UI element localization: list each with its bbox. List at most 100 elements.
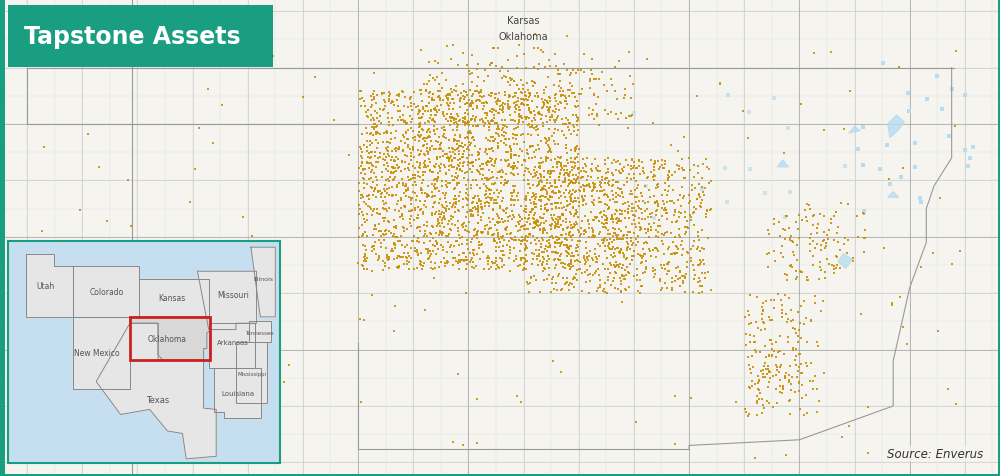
- Point: [679, 224, 695, 232]
- Text: Mississippi: Mississippi: [237, 372, 266, 377]
- Point: [412, 261, 428, 268]
- Point: [601, 240, 617, 248]
- Point: [591, 218, 607, 226]
- Point: [434, 70, 450, 78]
- Point: [611, 226, 627, 234]
- Point: [522, 280, 538, 288]
- Point: [527, 154, 543, 161]
- Point: [563, 195, 579, 202]
- Point: [535, 230, 551, 238]
- Point: [446, 100, 462, 108]
- Point: [416, 240, 432, 248]
- Point: [471, 198, 487, 205]
- Point: [471, 169, 487, 176]
- Point: [377, 260, 393, 268]
- Point: [509, 192, 525, 200]
- Point: [627, 194, 643, 202]
- Point: [612, 248, 628, 256]
- Point: [542, 63, 558, 71]
- Point: [774, 307, 790, 315]
- Point: [463, 130, 479, 138]
- Point: [436, 113, 452, 120]
- Point: [780, 333, 796, 341]
- Point: [480, 73, 496, 80]
- Point: [608, 231, 624, 239]
- Point: [566, 212, 582, 220]
- Point: [744, 377, 760, 385]
- Point: [813, 241, 829, 249]
- Point: [646, 177, 662, 185]
- Point: [670, 246, 686, 253]
- Point: [527, 224, 543, 231]
- Point: [683, 395, 699, 402]
- Point: [805, 252, 821, 260]
- Point: [856, 211, 872, 218]
- Point: [460, 119, 476, 126]
- Point: [363, 154, 379, 161]
- Point: [617, 276, 633, 284]
- Point: [611, 249, 627, 257]
- Point: [419, 223, 435, 230]
- Point: [641, 233, 657, 241]
- Point: [521, 215, 537, 222]
- Point: [397, 94, 413, 101]
- Point: [600, 266, 616, 274]
- Point: [384, 193, 400, 200]
- Point: [567, 163, 583, 170]
- Point: [534, 96, 550, 103]
- Point: [518, 208, 534, 216]
- Point: [447, 193, 463, 200]
- Point: [522, 221, 538, 228]
- Point: [616, 231, 632, 239]
- Point: [400, 165, 416, 172]
- Point: [426, 128, 442, 136]
- Point: [387, 233, 403, 241]
- Point: [438, 178, 454, 185]
- Point: [809, 225, 825, 232]
- Point: [657, 280, 673, 288]
- Point: [395, 182, 411, 189]
- Point: [673, 202, 689, 210]
- Point: [488, 244, 504, 251]
- Point: [475, 118, 491, 125]
- Point: [500, 57, 516, 64]
- Point: [668, 273, 684, 281]
- Point: [430, 169, 446, 177]
- Point: [559, 244, 575, 251]
- Point: [445, 214, 461, 221]
- Point: [463, 182, 479, 189]
- Point: [787, 356, 803, 364]
- Point: [436, 127, 452, 134]
- Point: [427, 59, 443, 66]
- Point: [440, 118, 456, 126]
- Point: [413, 87, 429, 95]
- Point: [393, 253, 409, 261]
- Point: [516, 177, 532, 185]
- Point: [363, 175, 379, 182]
- Point: [626, 253, 642, 261]
- Point: [660, 260, 676, 268]
- Point: [407, 245, 423, 252]
- Point: [614, 271, 630, 279]
- Point: [418, 246, 434, 253]
- Point: [656, 251, 672, 258]
- Point: [635, 269, 651, 277]
- Point: [365, 163, 381, 171]
- Point: [459, 237, 475, 245]
- Point: [429, 239, 445, 247]
- Point: [590, 174, 606, 182]
- Point: [244, 233, 260, 241]
- Point: [572, 188, 588, 195]
- Point: [650, 234, 666, 241]
- Point: [436, 223, 452, 231]
- Point: [362, 131, 378, 139]
- Point: [508, 152, 524, 159]
- Point: [376, 232, 392, 240]
- Point: [750, 386, 766, 393]
- Point: [507, 104, 523, 111]
- Point: [518, 251, 534, 259]
- Point: [411, 109, 427, 116]
- Point: [749, 294, 765, 301]
- Point: [459, 186, 475, 194]
- Point: [583, 174, 599, 181]
